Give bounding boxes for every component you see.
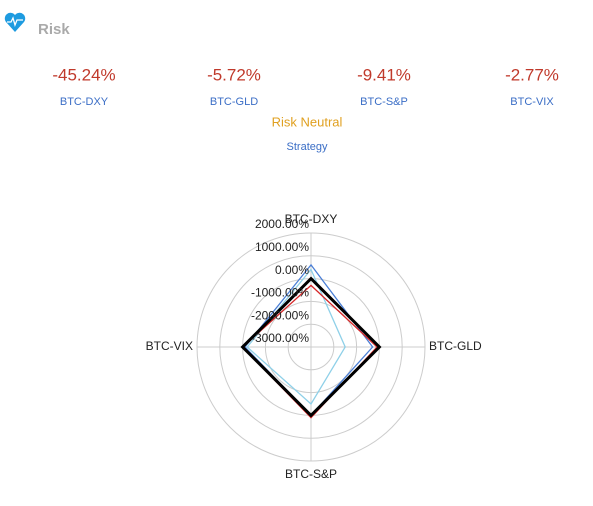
metric-value: -5.72% [207,65,261,84]
y-tick-label: 1000.00% [255,240,309,254]
series-line [240,276,382,418]
metric-value: -45.24% [52,65,115,84]
y-tick-label: 2000.00% [255,217,309,231]
y-tick-label: -3000.00% [251,331,309,345]
strategy-name: Risk Neutral [272,114,343,129]
y-tick-label: -1000.00% [251,286,309,300]
category-label: BTC-DXY [285,212,338,226]
widget-title: Risk [38,21,70,38]
series-line [241,284,379,419]
category-label: BTC-VIX [146,339,193,353]
category-label: BTC-S&P [285,467,337,481]
metric-label: BTC-DXY [60,96,109,108]
category-label: BTC-GLD [429,339,482,353]
metric-label: BTC-S&P [360,96,408,108]
heart-icon [4,12,26,32]
metric-value: -9.41% [357,65,411,84]
y-tick-label: 0.00% [275,263,309,277]
heart-pulse [7,16,23,28]
strategy-label: Strategy [287,141,328,153]
metric-value: -2.77% [505,65,559,84]
metric-label: BTC-GLD [210,96,258,108]
y-tick-label: -2000.00% [251,308,309,322]
metric-label: BTC-VIX [510,96,554,108]
